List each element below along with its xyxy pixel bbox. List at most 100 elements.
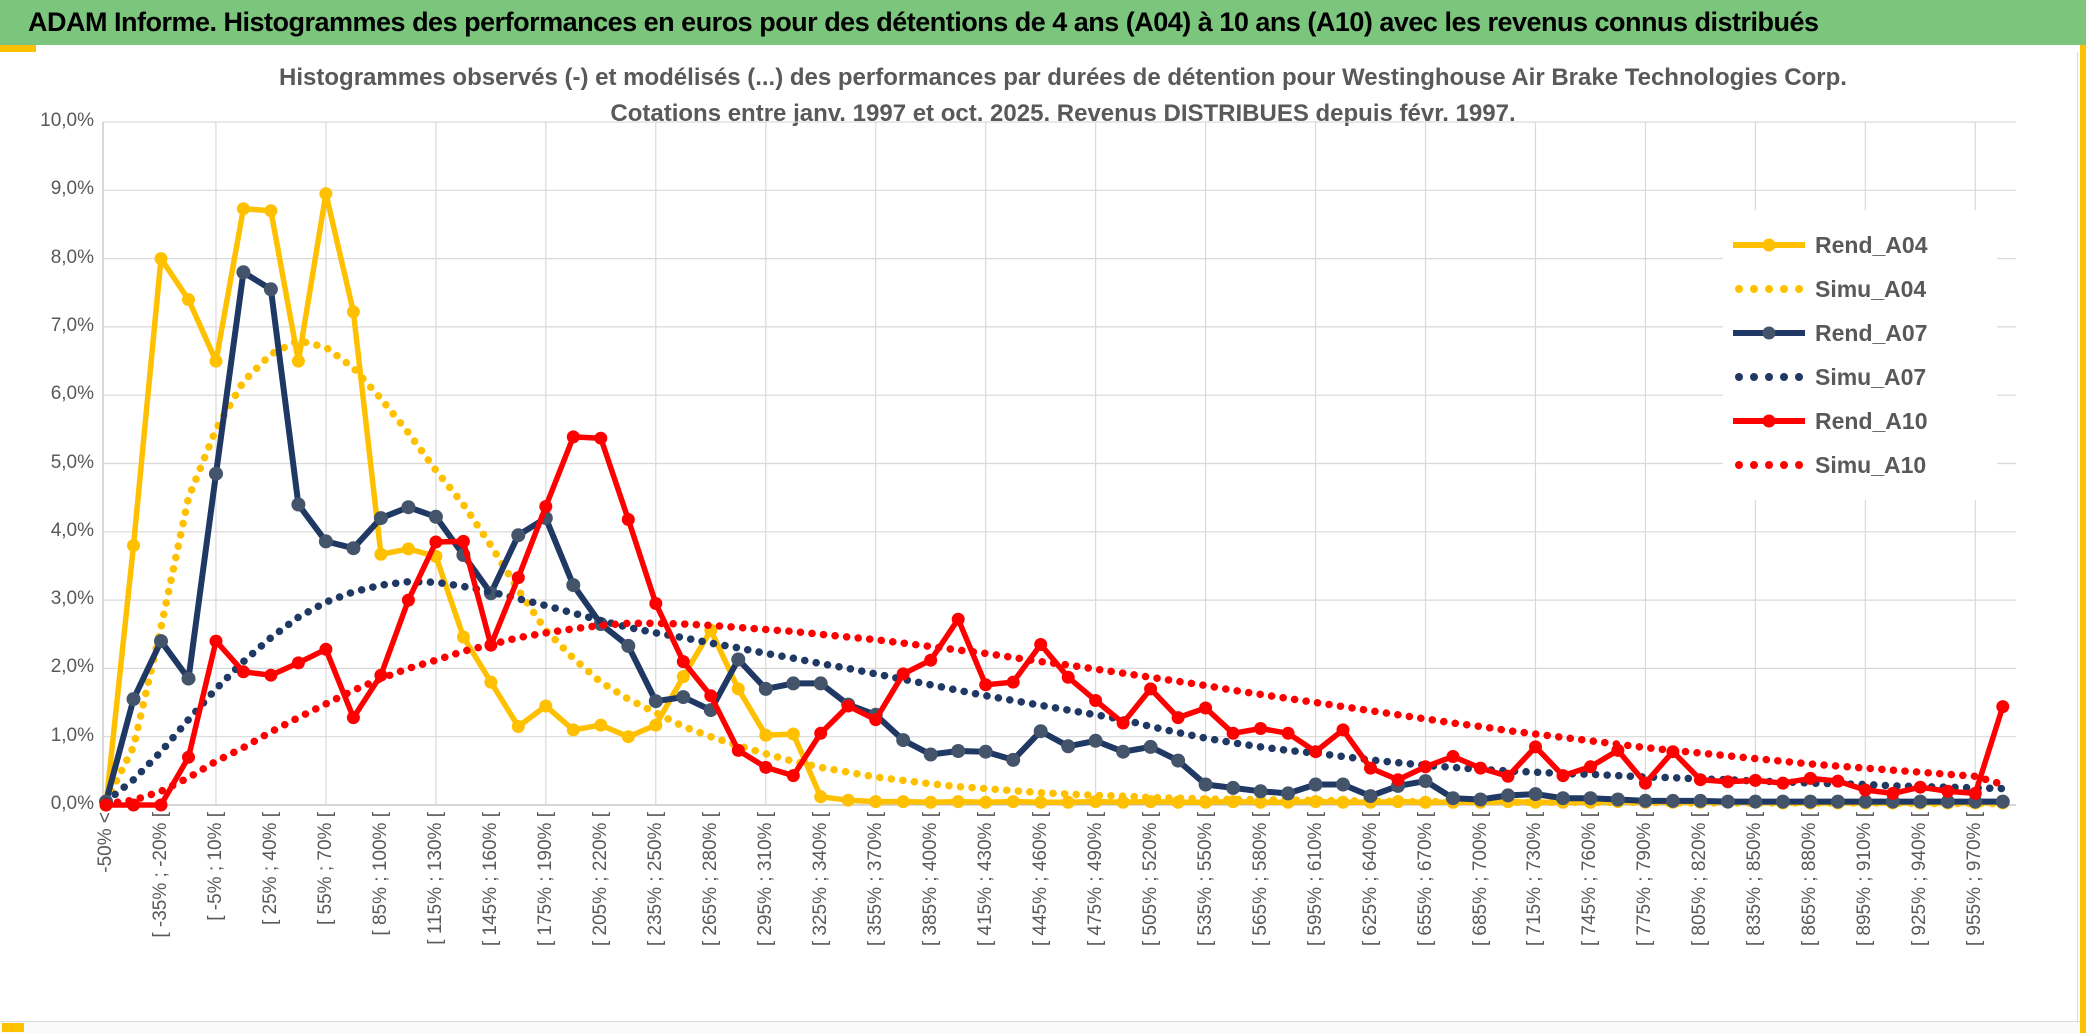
series-Rend_A07-point <box>1556 791 1570 806</box>
series-Rend_A07-point <box>511 528 526 543</box>
series-Rend_A07-point <box>1940 794 1955 809</box>
series-Rend_A10-point <box>1254 722 1268 735</box>
series-Rend_A10-point <box>1364 761 1377 775</box>
x-axis-label: [ 205% ; 220% [ <box>589 812 611 947</box>
series-Rend_A10-point <box>1501 769 1515 783</box>
series-Rend_A10-point <box>896 667 910 681</box>
series-Rend_A04-point <box>236 202 250 216</box>
series-Rend_A07-point <box>291 497 306 512</box>
x-axis-label: [ 565% ; 580% [ <box>1249 812 1271 947</box>
legend-label: Rend_A07 <box>1815 319 1928 346</box>
x-axis-label: [ 895% ; 910% [ <box>1854 812 1876 947</box>
series-Rend_A07-point <box>1363 789 1378 804</box>
series-Rend_A07-point <box>1446 791 1460 806</box>
series-Rend_A04-point <box>346 305 360 319</box>
series-Rend_A07-point <box>181 671 196 686</box>
legend-item-Rend_A07[interactable]: Rend_A07 <box>1731 318 1989 348</box>
series-Rend_A07-point <box>1116 744 1131 759</box>
x-axis-label: [ 535% ; 550% [ <box>1194 812 1216 947</box>
series-Rend_A10-point <box>154 798 168 812</box>
series-Rend_A07-point <box>126 692 141 707</box>
y-axis-label: 1,0% <box>50 724 94 746</box>
x-axis-label: [ 685% ; 700% [ <box>1469 812 1491 947</box>
x-axis-label: [ -5% ; 10% [ <box>204 812 226 921</box>
series-Rend_A10-point <box>649 597 663 610</box>
series-Rend_A10-point <box>291 656 305 670</box>
series-Rend_A07-point <box>1748 794 1763 809</box>
y-axis-label: 9,0% <box>50 178 94 200</box>
legend: Rend_A04 Simu_A04 Rend_A07 Simu_A07 Rend_A10… <box>1723 210 1997 500</box>
series-Rend_A10-point <box>1858 783 1872 797</box>
x-axis-label: [ 475% ; 490% [ <box>1084 812 1106 947</box>
series-Rend_A10-point <box>979 678 993 692</box>
series-Rend_A07-point <box>1501 788 1515 803</box>
series-Rend_A07-point <box>648 694 663 709</box>
series-Rend_A04-point <box>676 670 690 684</box>
report-title: ADAM Informe. Histogrammes des performan… <box>28 7 1819 37</box>
legend-item-Rend_A10[interactable]: Rend_A10 <box>1731 406 1989 436</box>
x-axis-label: [ 325% ; 340% [ <box>809 812 831 947</box>
series-Simu_A10-line <box>102 619 2007 808</box>
gold-accent-top-left <box>0 45 36 52</box>
series-Rend_A10-point <box>1968 786 1982 800</box>
series-Rend_A10-point <box>1529 740 1542 754</box>
series-Rend_A07-line <box>103 269 2003 805</box>
series-Rend_A10-point <box>1721 775 1735 789</box>
legend-item-Simu_A10[interactable]: Simu_A10 <box>1731 450 1989 480</box>
legend-label: Simu_A04 <box>1815 275 1927 302</box>
x-axis-label: [ 415% ; 430% [ <box>974 812 996 947</box>
series-Rend_A07-point <box>1006 752 1021 767</box>
series-Rend_A10-point <box>1391 773 1405 787</box>
legend-item-Rend_A04[interactable]: Rend_A04 <box>1731 230 1989 260</box>
x-axis-label: [ 715% ; 730% [ <box>1524 812 1546 947</box>
x-axis-label: [ 835% ; 850% [ <box>1744 812 1766 947</box>
series-Rend_A07-point <box>428 509 443 524</box>
series-Rend_A10-point <box>1584 760 1597 774</box>
series-Rend_A07-point <box>1033 724 1048 739</box>
x-axis-label: [ 775% ; 790% [ <box>1634 812 1656 947</box>
y-axis-label: 2,0% <box>50 656 94 678</box>
series-Rend_A10-point <box>621 513 635 526</box>
series-Rend_A04-point <box>127 539 140 552</box>
series-Rend_A07-point <box>731 652 746 667</box>
page-bottom-strip <box>0 1022 2086 1033</box>
legend-swatch-dotted-line-icon <box>1735 373 1803 381</box>
series-Rend_A07-point <box>1088 733 1103 748</box>
chart-card-bottom-border <box>0 1021 2086 1022</box>
series-Rend_A07-point <box>1638 793 1653 808</box>
series-Rend_A10-point <box>869 713 883 727</box>
series-Rend_A10-point <box>511 571 525 585</box>
legend-item-Simu_A07[interactable]: Simu_A07 <box>1731 362 1989 392</box>
series-Rend_A10-point <box>1446 750 1460 763</box>
series-Rend_A04-point <box>731 682 745 696</box>
series-Rend_A04-point <box>401 542 415 556</box>
legend-item-Simu_A04[interactable]: Simu_A04 <box>1731 274 1989 304</box>
series-Rend_A04-point <box>566 723 580 737</box>
series-Rend_A10-point <box>566 430 580 444</box>
series-Rend_A10-point <box>951 612 965 626</box>
series-Rend_A10-point <box>924 653 938 667</box>
x-axis-label: [ 955% ; 970% [ <box>1964 812 1986 947</box>
series-Simu_A10 <box>102 619 2007 808</box>
series-Rend_A10-point <box>401 593 415 607</box>
series-Rend_A07-point <box>896 733 911 748</box>
series-Rend_A04-point <box>621 730 635 744</box>
series-Rend_A10-point <box>759 760 773 774</box>
x-axis-label: -50% < <box>95 812 116 873</box>
series-Rend_A07-point <box>209 466 223 481</box>
series-Rend_A07-point <box>1720 794 1735 809</box>
series-Rend_A07-point <box>813 676 828 691</box>
chart-title-line1: Histogrammes observés (-) et modélisés (… <box>279 64 1847 91</box>
series-Rend_A07-point <box>1308 777 1323 792</box>
series-Rend_A07-point <box>1336 777 1350 792</box>
series-Rend_A10-point <box>1419 760 1432 774</box>
series-Rend_A04-point <box>979 795 993 809</box>
series-Rend_A07-point <box>1610 792 1625 807</box>
series-Rend_A04-point <box>649 718 663 732</box>
series-Rend_A07-point <box>1803 794 1818 809</box>
series-Rend_A07-point <box>1143 739 1158 754</box>
gold-accent-right <box>2080 45 2086 1033</box>
x-axis-label: [ 595% ; 610% [ <box>1304 812 1326 947</box>
series-Rend_A04-point <box>759 728 773 742</box>
